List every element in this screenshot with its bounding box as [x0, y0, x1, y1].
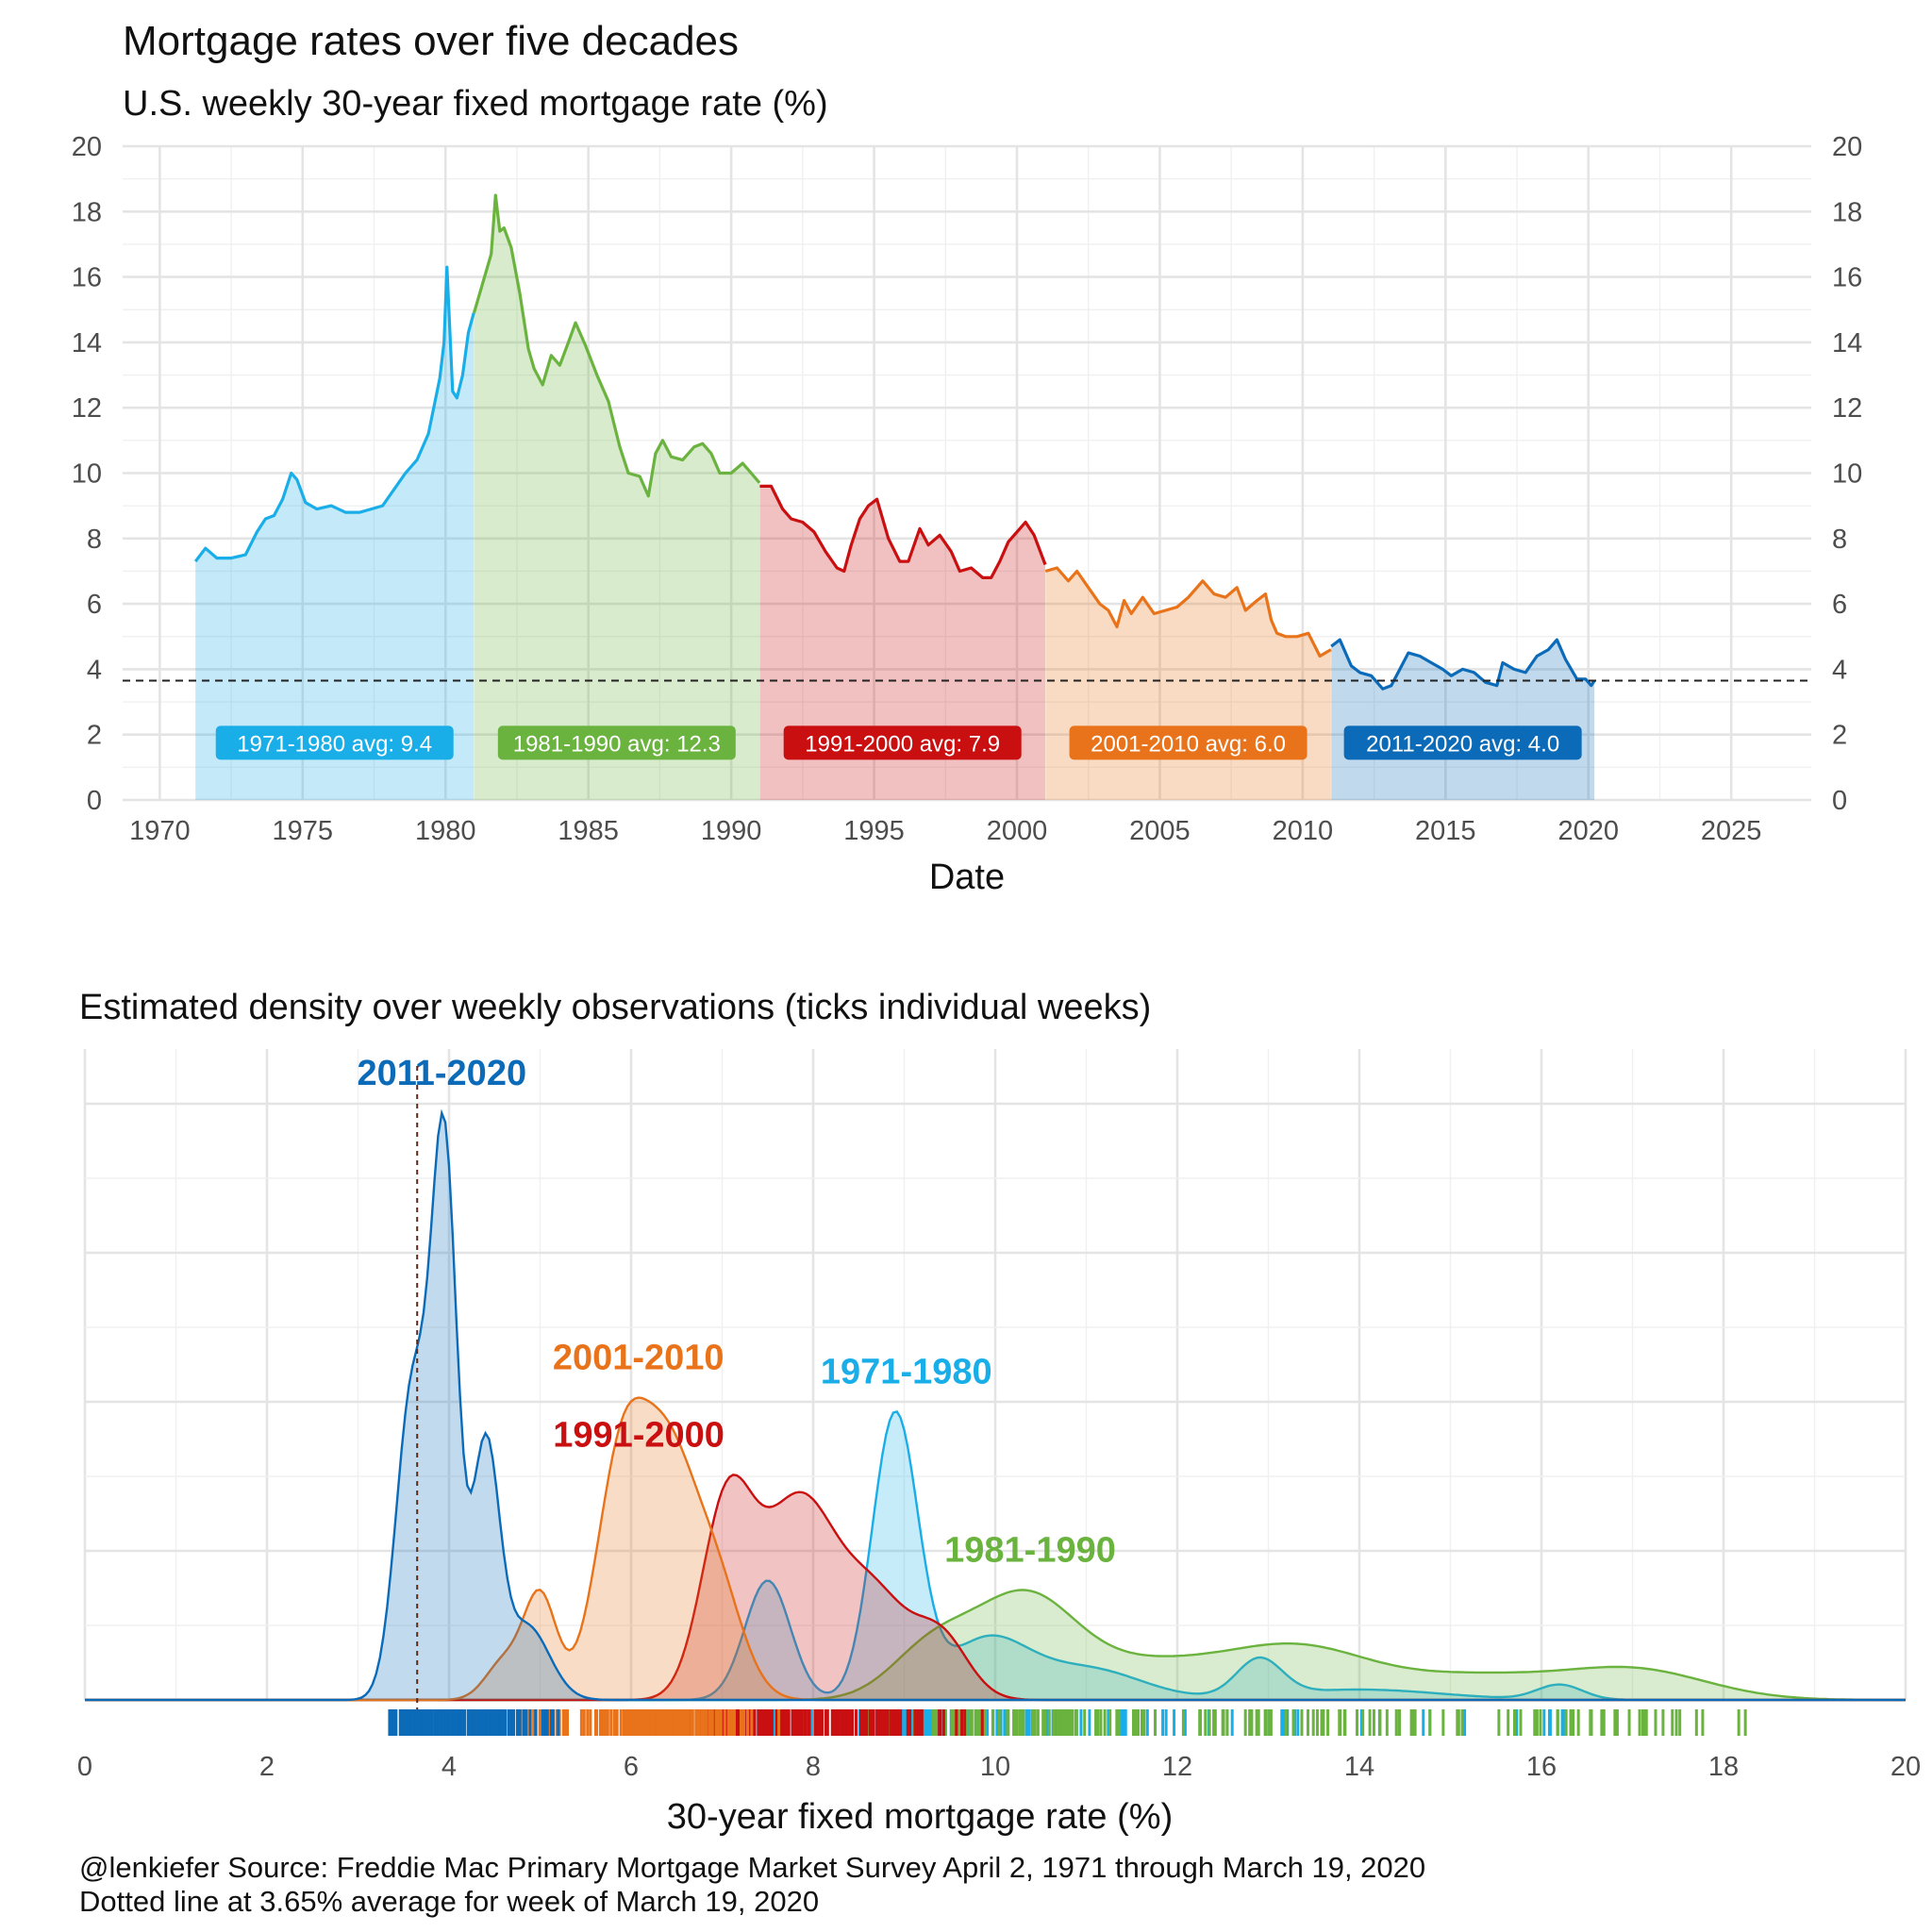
x-tick-label: 1985	[558, 816, 619, 846]
y-tick-label-right: 10	[1832, 459, 1862, 490]
density-label: 1991-2000	[553, 1415, 724, 1455]
decade-line-1981-1990	[472, 193, 761, 498]
density-panel: 1971-1980 1981-1990 1991-2000 2001-2010 2011…	[77, 1049, 1921, 1837]
x-tick-label: 2000	[987, 816, 1048, 846]
x-tick-label: 16	[1526, 1752, 1557, 1782]
time-series-panel: 1971-1980 avg: 9.4 1981-1990 avg: 12.3 199…	[72, 132, 1863, 897]
y-tick-label-left: 6	[87, 590, 102, 620]
density-label: 1981-1990	[944, 1530, 1116, 1570]
x-tick-label: 2005	[1129, 816, 1191, 846]
density-label: 2001-2010	[553, 1339, 724, 1378]
decade-line-2011-2020	[1330, 638, 1596, 691]
y-tick-label-right: 2	[1832, 721, 1847, 751]
x-tick-label: 20	[1890, 1752, 1921, 1782]
y-tick-label-left: 12	[72, 393, 102, 424]
density-panel-title: Estimated density over weekly observatio…	[79, 988, 1151, 1027]
chart-title: Mortgage rates over five decades	[123, 18, 739, 64]
x-tick-label: 2010	[1273, 816, 1334, 846]
avg-label-box	[1343, 725, 1582, 760]
x-tick-label: 1970	[129, 816, 191, 846]
decade-area-1981-1990	[474, 195, 760, 800]
x-axis-title: 30-year fixed mortgage rate (%)	[667, 1797, 1173, 1837]
avg-labels: 1971-1980 avg: 9.4 1981-1990 avg: 12.3 199…	[215, 725, 1582, 760]
decade-area-1971-1980	[195, 267, 475, 800]
x-tick-label: 2	[259, 1752, 275, 1782]
y-tick-label-right: 4	[1832, 655, 1847, 685]
y-tick-label-right: 18	[1832, 197, 1862, 227]
y-tick-label-right: 6	[1832, 590, 1847, 620]
x-tick-label: 4	[441, 1752, 457, 1782]
avg-label-text: 1971-1980 avg: 9.4	[237, 731, 432, 757]
avg-label-box	[497, 725, 736, 760]
avg-label-text: 1981-1990 avg: 12.3	[513, 731, 721, 757]
x-tick-label: 1980	[415, 816, 476, 846]
x-tick-label: 12	[1162, 1752, 1192, 1782]
rug-ticks	[388, 1709, 1747, 1736]
decade-line-1971-1980	[193, 265, 475, 563]
caption-note: Dotted line at 3.65% average for week of…	[79, 1885, 819, 1918]
avg-label-text: 1991-2000 avg: 7.9	[805, 731, 1000, 757]
y-tick-label-right: 16	[1832, 263, 1862, 293]
y-tick-label-left: 20	[72, 132, 102, 162]
avg-label-box	[1069, 725, 1307, 760]
x-axis-title: Date	[929, 858, 1005, 897]
y-tick-label-right: 12	[1832, 393, 1862, 424]
x-tick-label: 1975	[273, 816, 334, 846]
x-tick-label: 0	[77, 1752, 92, 1782]
top-series-group	[193, 193, 1596, 800]
x-tick-label: 18	[1708, 1752, 1739, 1782]
avg-label-box	[783, 725, 1022, 760]
density-series-group	[85, 1108, 1906, 1702]
density-label: 1971-1980	[821, 1352, 992, 1391]
decade-area-2011-2020	[1331, 640, 1595, 800]
x-tick-label: 1990	[701, 816, 762, 846]
decade-line-2001-2010	[1044, 566, 1332, 658]
x-tick-label: 2020	[1557, 816, 1619, 846]
x-tick-label: 10	[980, 1752, 1010, 1782]
density-labels: 1971-1980 1981-1990 1991-2000 2001-2010 2011…	[357, 1054, 1115, 1570]
x-tick-label: 2015	[1415, 816, 1476, 846]
x-tick-label: 1995	[843, 816, 905, 846]
x-tick-label: 6	[624, 1752, 639, 1782]
y-tick-label-left: 0	[87, 786, 102, 816]
y-tick-label-left: 4	[87, 655, 102, 685]
y-tick-label-right: 0	[1832, 786, 1847, 816]
bottom-axis-ticks: 0 2 4 6 8 10 12 14 16 18 20	[77, 1752, 1921, 1782]
avg-label-text: 2011-2020 avg: 4.0	[1366, 731, 1559, 757]
y-tick-label-left: 8	[87, 525, 102, 555]
chart-subtitle: U.S. weekly 30-year fixed mortgage rate …	[123, 84, 828, 124]
density-area-2001-2010	[85, 1397, 1906, 1700]
y-tick-label-left: 16	[72, 263, 102, 293]
density-line-2011-2020	[85, 1108, 1906, 1702]
decade-line-1991-2000	[759, 484, 1047, 579]
avg-label-box	[215, 725, 454, 760]
y-tick-label-right: 8	[1832, 525, 1847, 555]
x-tick-label: 8	[806, 1752, 821, 1782]
x-tick-label: 2025	[1701, 816, 1762, 846]
density-area-1971-1980	[85, 1411, 1906, 1700]
avg-label-text: 2001-2010 avg: 6.0	[1091, 731, 1286, 757]
decade-area-1991-2000	[759, 486, 1045, 800]
y-tick-label-right: 20	[1832, 132, 1862, 162]
density-area-2011-2020	[85, 1113, 1906, 1700]
y-tick-label-left: 14	[72, 328, 102, 358]
y-tick-label-right: 14	[1832, 328, 1862, 358]
caption-source: @lenkiefer Source: Freddie Mac Primary M…	[79, 1851, 1425, 1884]
density-label: 2011-2020	[357, 1054, 526, 1093]
x-tick-label: 14	[1344, 1752, 1374, 1782]
y-tick-label-left: 10	[72, 459, 102, 490]
y-tick-label-left: 2	[87, 721, 102, 751]
y-tick-label-left: 18	[72, 197, 102, 227]
